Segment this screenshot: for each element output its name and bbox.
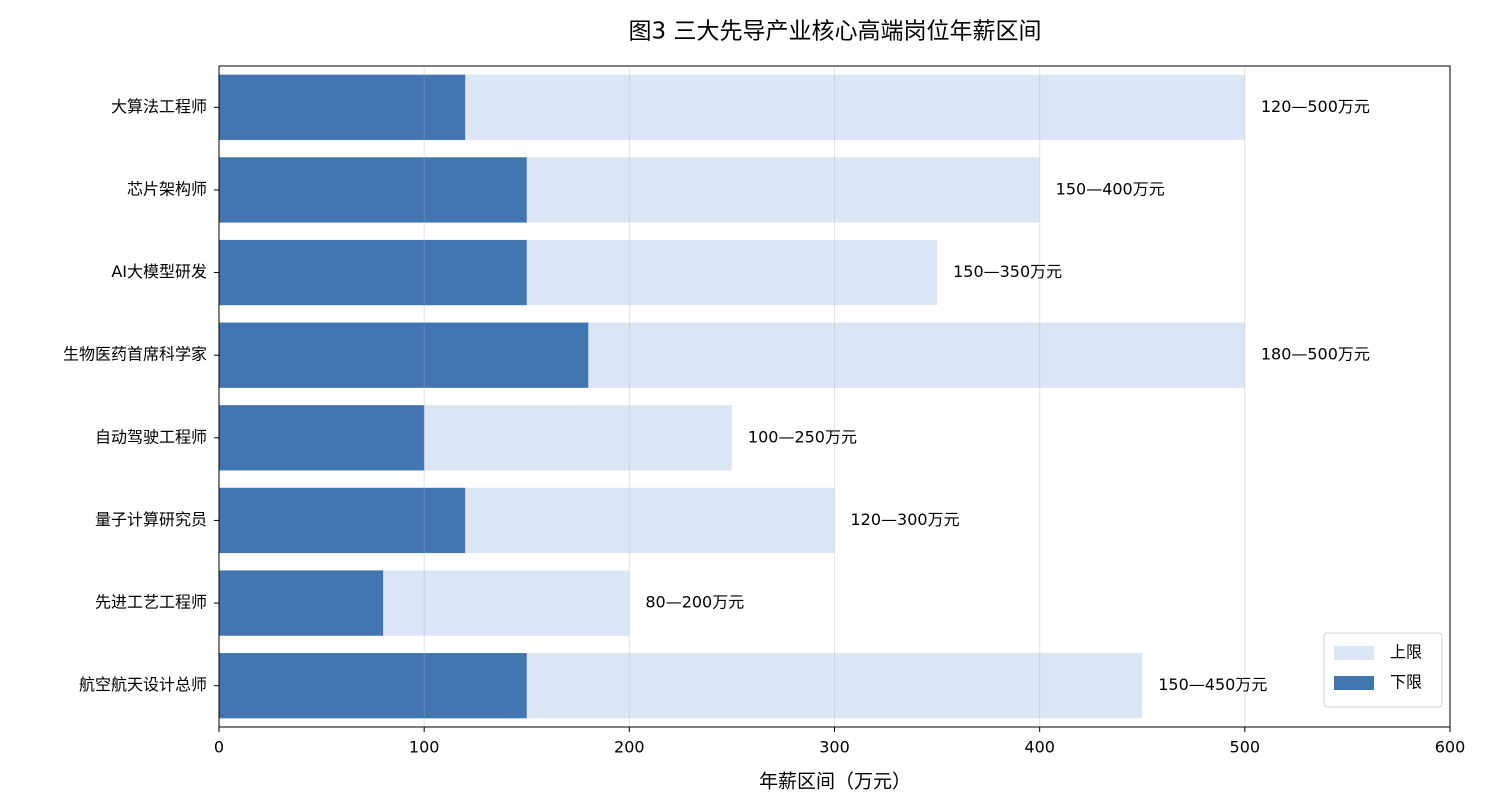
value-label: 120—300万元 [851, 510, 960, 529]
x-tick-label: 0 [214, 738, 224, 757]
bar [219, 405, 425, 471]
y-tick-label: 大算法工程师 [111, 97, 207, 116]
plot-frame [218, 65, 1451, 728]
value-label: 150—350万元 [953, 262, 1062, 281]
y-tick-label: 航空航天设计总师 [79, 675, 207, 694]
value-label: 180—500万元 [1261, 345, 1370, 364]
legend-box [1323, 632, 1443, 708]
x-tick-label: 200 [614, 738, 645, 757]
y-tick-label: 生物医药首席科学家 [63, 345, 207, 364]
legend-label: 上限 [1390, 643, 1422, 662]
y-tick-label: AI大模型研发 [111, 262, 207, 281]
value-label: 80—200万元 [645, 593, 744, 612]
chart-title: 图3 三大先导产业核心高端岗位年薪区间 [629, 19, 1042, 45]
y-tick-label: 芯片架构师 [127, 179, 207, 198]
x-tick-label: 300 [819, 738, 850, 757]
value-label: 150—450万元 [1158, 675, 1267, 694]
y-tick-label: 先进工艺工程师 [95, 593, 207, 612]
x-tick-label: 400 [1024, 738, 1055, 757]
x-tick-label: 600 [1435, 738, 1466, 757]
bar [219, 239, 527, 306]
bar [219, 74, 466, 140]
value-label: 120—500万元 [1261, 97, 1370, 116]
x-tick-label: 100 [409, 738, 440, 757]
x-axis-label: 年薪区间（万元） [759, 771, 911, 793]
legend-label: 下限 [1390, 673, 1422, 692]
bar [219, 487, 466, 554]
value-label: 100—250万元 [748, 427, 857, 446]
y-tick-label: 量子计算研究员 [95, 510, 207, 529]
x-tick-label: 500 [1230, 738, 1261, 757]
bar [219, 653, 527, 719]
bar [219, 322, 589, 388]
y-tick-label: 自动驾驶工程师 [95, 427, 207, 446]
legend-swatch [1334, 676, 1374, 690]
bar [219, 157, 527, 223]
legend-swatch [1334, 646, 1374, 660]
value-label: 150—400万元 [1056, 179, 1165, 198]
bar [219, 570, 384, 636]
